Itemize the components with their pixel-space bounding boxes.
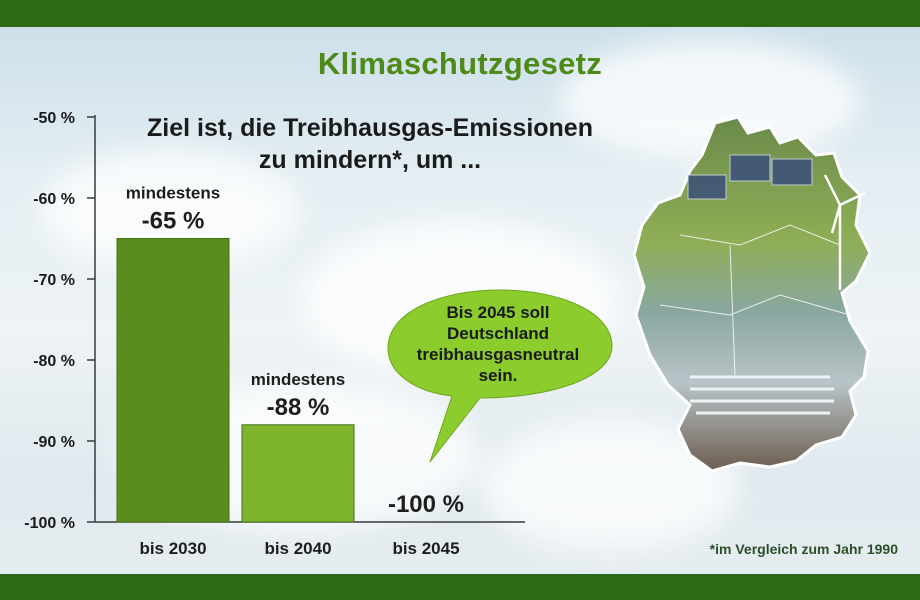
bottom-band bbox=[0, 574, 920, 600]
state-borders bbox=[659, 224, 851, 376]
bar-prefix-label: mindestens bbox=[251, 370, 345, 389]
x-category-label: bis 2045 bbox=[392, 539, 459, 558]
x-category-label: bis 2040 bbox=[264, 539, 331, 558]
y-tick-label: -70 % bbox=[33, 272, 75, 289]
bar bbox=[116, 238, 230, 523]
solar-panels-icon bbox=[687, 154, 813, 200]
bar bbox=[241, 424, 355, 523]
callout-line-3: treibhausgasneutral bbox=[416, 345, 580, 364]
slide-title: Klimaschutzgesetz bbox=[317, 46, 603, 81]
bar-value-label: -65 % bbox=[142, 208, 205, 235]
germany-shape bbox=[632, 115, 872, 473]
callout-text: Bis 2045 soll Deutschland treibhausgasne… bbox=[398, 302, 598, 386]
y-tick-label: -100 % bbox=[24, 515, 75, 532]
y-tick-label: -80 % bbox=[33, 353, 75, 370]
y-tick-label: -50 % bbox=[33, 110, 75, 127]
callout-line-4: sein. bbox=[478, 366, 518, 385]
x-category-label: bis 2030 bbox=[139, 539, 206, 558]
chart-subtitle: Ziel ist, die Treibhausgas-Emissionen zu… bbox=[90, 112, 650, 176]
callout-line-2: Deutschland bbox=[446, 324, 550, 343]
bar-value-label: -100 % bbox=[388, 491, 464, 518]
subtitle-line-2: zu mindern*, um ... bbox=[258, 146, 482, 174]
waterfall-icon bbox=[690, 375, 834, 415]
subtitle-line-1: Ziel ist, die Treibhausgas-Emissionen bbox=[147, 114, 593, 142]
bar-value-label: -88 % bbox=[267, 394, 330, 421]
y-tick-label: -90 % bbox=[33, 434, 75, 451]
top-band bbox=[0, 0, 920, 27]
callout-bubble bbox=[387, 289, 613, 463]
bar-prefix-label: mindestens bbox=[126, 184, 220, 203]
y-tick-label: -60 % bbox=[33, 191, 75, 208]
callout-line-1: Bis 2045 soll bbox=[446, 303, 550, 322]
germany-energy-map bbox=[632, 115, 872, 473]
footnote: *im Vergleich zum Jahr 1990 bbox=[709, 541, 898, 557]
wind-turbine-icon bbox=[823, 174, 866, 290]
